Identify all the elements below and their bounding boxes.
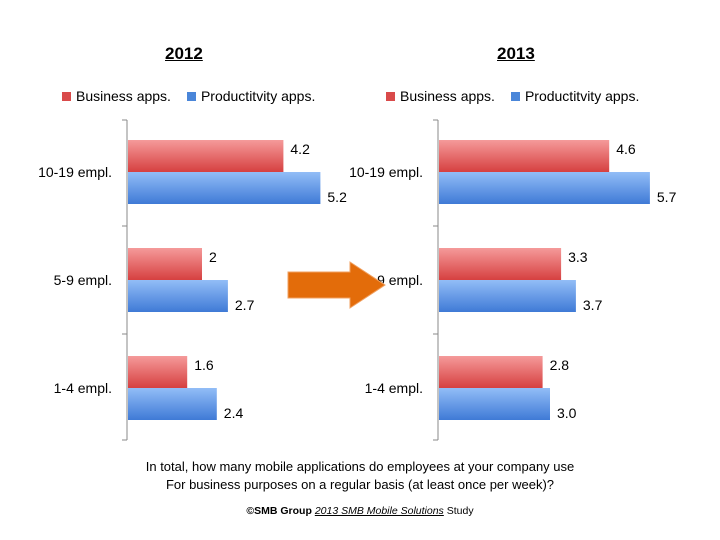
legend-item-productivity: Productitvity apps.	[510, 88, 640, 104]
category-label: 5-9 empl.	[54, 272, 112, 288]
legend-label: Productitvity apps.	[524, 88, 640, 104]
legend-item-productivity: Productitvity apps.	[186, 88, 316, 104]
legend-swatch	[186, 91, 196, 101]
question-line-2: For business purposes on a regular basis…	[165, 477, 555, 492]
data-label: 5.7	[657, 189, 677, 205]
data-label: 1.6	[194, 357, 214, 373]
bar-productivity	[439, 388, 550, 420]
data-label: 2	[209, 249, 217, 265]
right-arrow-icon	[287, 261, 386, 309]
legend-2013: Business apps. Productitvity apps.	[386, 88, 639, 104]
data-label: 3.7	[583, 297, 603, 313]
bar-productivity	[128, 388, 217, 420]
data-label: 5.2	[327, 189, 347, 205]
category-label: 1-4 empl.	[365, 380, 423, 396]
data-label: 4.6	[616, 141, 636, 157]
legend-2012: Business apps. Productitvity apps.	[62, 88, 315, 104]
data-label: 3.3	[568, 249, 588, 265]
data-label: 2.7	[235, 297, 255, 313]
data-label: 2.8	[550, 357, 570, 373]
bar-business	[439, 356, 543, 388]
legend-item-business: Business apps.	[386, 88, 495, 104]
question-line-1: In total, how many mobile applications d…	[145, 459, 575, 474]
source-credit: ©SMB Group 2013 SMB Mobile Solutions Stu…	[0, 505, 720, 517]
bar-productivity	[128, 280, 228, 312]
category-label: 10-19 empl.	[38, 164, 112, 180]
bar-productivity	[128, 172, 321, 204]
bar-productivity	[439, 280, 576, 312]
data-label: 2.4	[224, 405, 244, 421]
bar-business	[439, 140, 610, 172]
chart-title-2013: 2013	[497, 44, 535, 63]
legend-swatch	[62, 91, 71, 101]
bar-business	[128, 140, 284, 172]
data-label: 3.0	[557, 405, 577, 421]
category-label: 1-4 empl.	[54, 380, 112, 396]
legend-swatch	[386, 91, 395, 101]
chart-title-2012: 2012	[165, 44, 203, 63]
category-label: 10-19 empl.	[349, 164, 423, 180]
bar-business	[439, 248, 562, 280]
legend-label: Business apps.	[76, 88, 171, 104]
bar-productivity	[439, 172, 650, 204]
legend-label: Business apps.	[400, 88, 495, 104]
legend-item-business: Business apps.	[62, 88, 171, 104]
source-study: 2013 SMB Mobile Solutions	[314, 505, 444, 517]
legend-swatch	[510, 91, 520, 101]
bar-business	[128, 248, 202, 280]
legend-label: Productitvity apps.	[200, 88, 316, 104]
source-org: ©SMB Group	[246, 505, 312, 517]
data-label: 4.2	[290, 141, 310, 157]
bar-business	[128, 356, 188, 388]
source-suffix: Study	[443, 505, 474, 517]
